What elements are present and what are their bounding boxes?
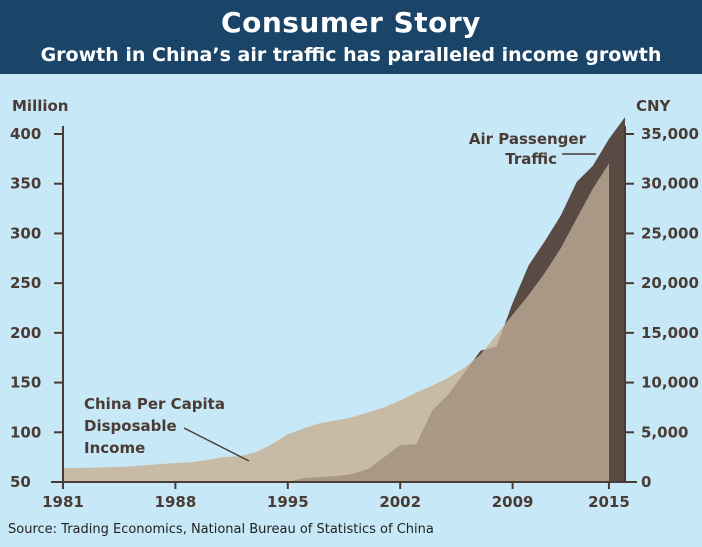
left-axis-tick-label: 400 — [10, 125, 41, 143]
chart-title: Consumer Story — [221, 6, 481, 39]
x-axis-tick-label: 2002 — [379, 493, 421, 511]
left-axis-tick-label: 350 — [10, 175, 41, 193]
right-axis-tick-label: 30,000 — [641, 175, 699, 193]
income-leader-line — [183, 427, 250, 462]
source-note: Source: Trading Economics, National Bure… — [8, 522, 434, 537]
left-axis-tick-label: 250 — [10, 274, 41, 292]
left-axis-unit: Million — [12, 97, 68, 115]
chart-subtitle: Growth in China’s air traffic has parall… — [40, 44, 662, 66]
right-axis-unit: CNY — [636, 97, 672, 115]
right-axis-tick-label: 10,000 — [641, 374, 699, 392]
income-label-line2: Disposable — [84, 417, 177, 435]
right-axis-tick-label: 0 — [641, 473, 651, 491]
right-axis-tick-label: 35,000 — [641, 125, 699, 143]
left-axis: 400 350 300 250 200 150 100 50 — [10, 125, 64, 491]
right-axis: 35,000 30,000 25,000 20,000 15,000 10,000 5,00… — [624, 125, 699, 491]
left-axis-tick-label: 100 — [10, 423, 41, 441]
left-axis-tick-label: 300 — [10, 224, 41, 242]
right-axis-tick-label: 25,000 — [641, 224, 699, 242]
left-axis-tick-label: 200 — [10, 324, 41, 342]
x-axis-tick-label: 2015 — [588, 493, 630, 511]
plot-areas — [63, 117, 625, 483]
x-axis-tick-label: 2009 — [492, 493, 534, 511]
income-label-line3: Income — [84, 439, 145, 457]
x-axis-tick-label: 1981 — [42, 493, 84, 511]
x-axis-tick-label: 1995 — [267, 493, 309, 511]
right-axis-tick-label: 5,000 — [641, 423, 688, 441]
left-axis-tick-label: 50 — [10, 473, 31, 491]
chart-header: Consumer Story Growth in China’s air tra… — [0, 0, 702, 74]
air-passenger-label-line1: Air Passenger — [469, 130, 587, 148]
left-axis-tick-label: 150 — [10, 374, 41, 392]
overlap-area — [287, 163, 609, 482]
air-passenger-label-line2: Traffic — [505, 150, 557, 168]
x-axis-tick-label: 1988 — [155, 493, 197, 511]
x-axis: 1981 1988 1995 2002 2009 2015 — [42, 481, 637, 511]
income-annotation: China Per Capita Disposable Income — [84, 395, 250, 462]
right-axis-tick-label: 15,000 — [641, 324, 699, 342]
right-axis-tick-label: 20,000 — [641, 274, 699, 292]
income-label-line1: China Per Capita — [84, 395, 225, 413]
air-passenger-annotation: Air Passenger Traffic — [469, 130, 596, 168]
chart-canvas: Million CNY 400 350 300 250 200 150 100 50 35,0… — [10, 97, 699, 511]
